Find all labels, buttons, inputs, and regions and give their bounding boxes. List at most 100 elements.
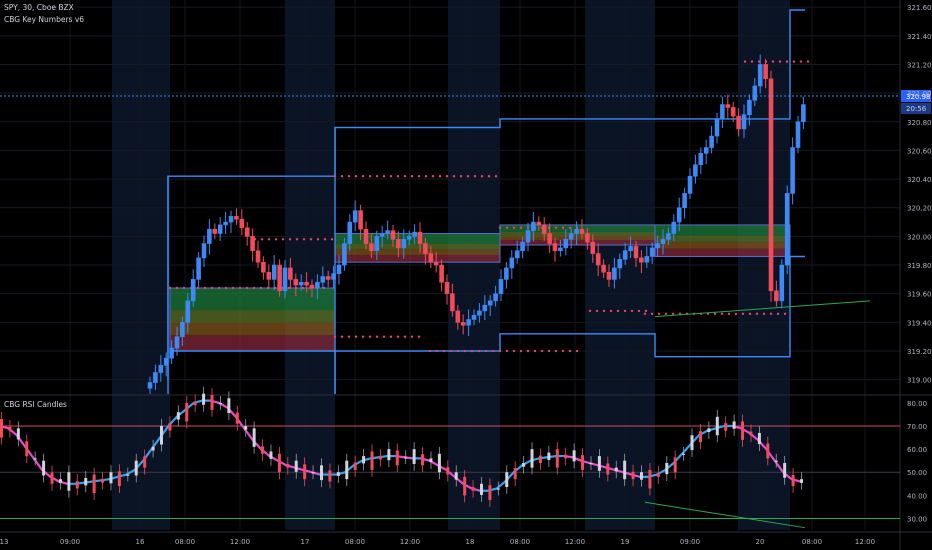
dot (403, 175, 407, 178)
dot (217, 286, 221, 290)
candle-60 (471, 309, 477, 326)
dot (361, 175, 365, 178)
dot (417, 335, 421, 338)
candle-body (617, 259, 623, 269)
candle-30 (309, 279, 315, 298)
candle-96 (666, 227, 671, 245)
candle-body (433, 261, 439, 266)
candle-29 (304, 272, 309, 293)
candle-body (450, 293, 455, 312)
candle-61 (477, 303, 482, 323)
candle-108 (730, 101, 736, 122)
rsi-candle-61 (513, 461, 517, 487)
rsi-candle-body (185, 402, 189, 422)
price-tick-label: 319.80 (907, 262, 932, 270)
candle-45 (390, 224, 396, 247)
time-tick-label: 08:00 (345, 538, 365, 546)
dot (734, 312, 738, 315)
dot (643, 312, 647, 315)
rsi-candle-body (656, 473, 660, 477)
zone-orange (655, 242, 790, 249)
time-tick-label: 08:00 (175, 538, 195, 546)
candle-body (239, 218, 245, 229)
rsi-candle-77 (648, 463, 652, 496)
dot (333, 175, 337, 178)
candle-106 (720, 96, 725, 129)
candle-85 (606, 264, 612, 287)
rsi-candle-21 (176, 405, 180, 427)
dot (540, 349, 544, 353)
candle-25 (282, 260, 288, 299)
candle-body (304, 281, 309, 286)
rsi-candle-35 (294, 453, 298, 479)
candle-body (574, 228, 579, 234)
countdown-text: 20:56 (906, 105, 927, 113)
dot (210, 286, 214, 290)
rsi-candle-40 (336, 465, 340, 483)
rsi-candle-body (800, 479, 803, 483)
price-tick-label: 321.20 (907, 61, 932, 69)
price-tick-label: 320.00 (907, 233, 932, 241)
candle-98 (676, 197, 682, 232)
rsi-candle-body (505, 472, 509, 488)
candle-body (271, 264, 277, 280)
candle-109 (736, 108, 741, 137)
candle-117 (779, 259, 785, 309)
trend-line-main (654, 300, 871, 318)
dot (182, 286, 186, 290)
candle-body (180, 322, 185, 337)
key-zone-0 (169, 287, 336, 352)
dot (231, 286, 235, 290)
candle-120 (795, 116, 801, 154)
zone-olive (500, 231, 655, 236)
rsi-tick-label: 30.00 (907, 515, 927, 523)
dot (449, 349, 453, 353)
dot (354, 175, 358, 178)
dot (252, 286, 256, 290)
dot (389, 175, 393, 178)
candle-body (655, 243, 660, 249)
candle-body (385, 230, 390, 234)
rsi-candle-body (589, 463, 593, 465)
rsi-candle-body (429, 458, 433, 463)
candle-body (217, 224, 223, 234)
candle-body (601, 264, 606, 273)
candle-101 (693, 154, 698, 184)
rsi-candle-body (227, 398, 231, 414)
dot (389, 335, 393, 338)
dot (267, 238, 271, 241)
rsi-candle-body (488, 485, 492, 500)
candle-37 (347, 214, 353, 252)
rsi-candle-27 (227, 391, 231, 421)
rsi-candle-body (294, 460, 298, 472)
rsi-candle-19 (160, 419, 163, 452)
rsi-tick-label: 60.00 (907, 446, 927, 454)
rsi-candle-body (530, 449, 534, 468)
candle-116 (774, 280, 779, 307)
time-tick-label: 09:00 (60, 538, 80, 546)
candle-body (369, 243, 374, 252)
rsi-candle-body (446, 467, 450, 475)
candle-111 (747, 94, 752, 126)
candle-103 (703, 139, 709, 165)
candle-body (325, 276, 331, 280)
last-price-badge (901, 89, 931, 102)
key-zone-1 (334, 233, 501, 263)
dot (435, 349, 439, 353)
candle-body (676, 207, 682, 223)
dot-level-4 (253, 238, 334, 241)
candle-body (444, 281, 450, 295)
dot (480, 175, 484, 178)
dot (568, 349, 572, 353)
candle-4 (169, 340, 174, 364)
candle-body (309, 284, 315, 289)
candle-body (417, 231, 423, 244)
candle-body (331, 273, 336, 280)
indicator-title-lower: CBG RSI Candles (4, 400, 67, 409)
zone-orange (500, 235, 655, 240)
candle-77 (563, 229, 569, 256)
dot (484, 349, 488, 353)
rsi-candle-10 (84, 471, 88, 493)
rsi-candle-12 (101, 472, 105, 490)
